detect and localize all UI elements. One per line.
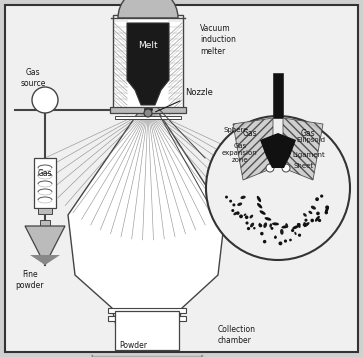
Ellipse shape (250, 223, 254, 227)
Text: Gas: Gas (243, 130, 257, 139)
Ellipse shape (298, 223, 301, 226)
Ellipse shape (310, 218, 314, 222)
Ellipse shape (315, 197, 319, 201)
Ellipse shape (291, 229, 294, 232)
Text: Nozzle: Nozzle (155, 88, 213, 112)
Text: Gas: Gas (38, 169, 52, 177)
Ellipse shape (289, 238, 292, 241)
Ellipse shape (309, 211, 312, 214)
Ellipse shape (247, 227, 250, 230)
Ellipse shape (292, 225, 299, 229)
Ellipse shape (232, 203, 236, 206)
Ellipse shape (263, 222, 267, 228)
Ellipse shape (253, 227, 256, 230)
Ellipse shape (325, 211, 328, 214)
Ellipse shape (294, 232, 297, 235)
Bar (144, 108, 152, 110)
Circle shape (266, 164, 274, 172)
Text: Gas
source: Gas source (20, 68, 46, 88)
Text: Collection
chamber: Collection chamber (218, 325, 256, 345)
Ellipse shape (280, 229, 284, 235)
Polygon shape (233, 118, 273, 180)
Polygon shape (68, 110, 225, 330)
Ellipse shape (298, 233, 301, 237)
Text: Powder: Powder (119, 342, 147, 351)
Bar (110, 107, 186, 113)
Ellipse shape (270, 227, 273, 230)
Bar (108, 308, 186, 313)
Text: Sphere: Sphere (224, 127, 248, 133)
Polygon shape (283, 118, 323, 180)
Text: Gas: Gas (301, 130, 315, 139)
Ellipse shape (257, 203, 262, 208)
Wedge shape (118, 0, 178, 18)
Polygon shape (127, 23, 169, 105)
Ellipse shape (325, 205, 329, 209)
Ellipse shape (245, 221, 249, 225)
Ellipse shape (316, 212, 320, 215)
Text: Vacuum
induction
melter: Vacuum induction melter (200, 24, 236, 56)
Polygon shape (260, 133, 296, 168)
Text: Ellipsoid: Ellipsoid (296, 137, 325, 143)
Ellipse shape (244, 213, 246, 216)
Ellipse shape (284, 240, 287, 243)
Ellipse shape (315, 216, 320, 222)
Circle shape (144, 109, 152, 117)
Polygon shape (30, 255, 60, 265)
Ellipse shape (311, 206, 316, 210)
Circle shape (32, 87, 58, 113)
Ellipse shape (236, 211, 240, 215)
Ellipse shape (225, 196, 228, 198)
Ellipse shape (278, 241, 282, 245)
Ellipse shape (245, 215, 248, 219)
Circle shape (206, 116, 350, 260)
Ellipse shape (318, 219, 321, 222)
Ellipse shape (257, 196, 261, 202)
Ellipse shape (260, 232, 264, 235)
Ellipse shape (249, 215, 253, 218)
Bar (115, 116, 181, 119)
Bar (113, 15, 183, 108)
Ellipse shape (229, 200, 232, 202)
Ellipse shape (320, 195, 323, 198)
Bar (273, 73, 283, 118)
Ellipse shape (259, 224, 262, 227)
Ellipse shape (237, 202, 242, 206)
Text: Fine
powder: Fine powder (16, 270, 44, 290)
Bar (34, 158, 56, 208)
Ellipse shape (233, 212, 237, 215)
Ellipse shape (303, 222, 307, 226)
Bar (115, 311, 179, 350)
Ellipse shape (272, 222, 279, 225)
Polygon shape (25, 226, 65, 265)
Ellipse shape (258, 223, 261, 226)
Text: Sheet: Sheet (294, 163, 314, 169)
Ellipse shape (305, 218, 307, 222)
Ellipse shape (325, 206, 329, 213)
Ellipse shape (265, 217, 271, 221)
Circle shape (282, 164, 290, 172)
Text: Ligament: Ligament (292, 152, 325, 158)
Ellipse shape (297, 223, 301, 228)
Ellipse shape (303, 213, 307, 217)
Ellipse shape (285, 223, 288, 228)
Ellipse shape (263, 240, 266, 243)
Ellipse shape (260, 210, 266, 215)
Ellipse shape (281, 225, 288, 228)
Ellipse shape (269, 223, 272, 228)
Ellipse shape (240, 196, 246, 199)
Bar (38, 208, 52, 214)
Text: Gas
expansion
zone: Gas expansion zone (222, 142, 258, 164)
Ellipse shape (231, 209, 234, 212)
Ellipse shape (274, 236, 277, 239)
Bar (40, 220, 50, 226)
Ellipse shape (274, 235, 276, 238)
Ellipse shape (239, 215, 243, 218)
Bar (108, 316, 186, 321)
Text: Melt: Melt (138, 40, 158, 50)
Ellipse shape (304, 222, 310, 227)
Ellipse shape (303, 223, 306, 226)
